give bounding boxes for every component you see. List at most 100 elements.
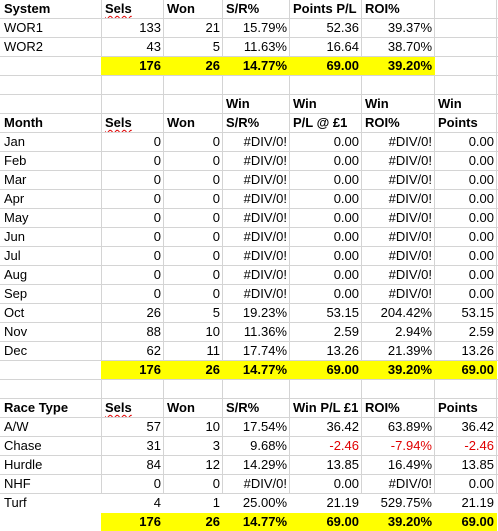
table-cell[interactable]: 1 — [212, 495, 220, 510]
table-cell[interactable]: 0.00 — [468, 172, 494, 187]
total-cell[interactable]: 176 — [139, 514, 161, 529]
table-cell[interactable]: 0 — [212, 248, 220, 263]
table-cell[interactable]: WOR1 — [4, 20, 43, 35]
table-cell[interactable]: 0.00 — [468, 476, 494, 491]
table-cell[interactable]: NHF — [4, 476, 31, 491]
table-cell[interactable]: 13.26 — [461, 343, 494, 358]
table-cell[interactable]: 36.42 — [461, 419, 494, 434]
table-cell[interactable]: #DIV/0! — [243, 210, 287, 225]
table-cell[interactable]: #DIV/0! — [243, 172, 287, 187]
total-cell[interactable]: 176 — [139, 362, 161, 377]
table-cell[interactable]: 0 — [212, 229, 220, 244]
table-cell[interactable]: 17.74% — [242, 343, 287, 358]
table-cell[interactable]: 0 — [212, 153, 220, 168]
table-cell[interactable]: #DIV/0! — [388, 210, 432, 225]
table-cell[interactable]: 11.63% — [243, 39, 287, 54]
table-cell[interactable]: 204.42% — [380, 305, 432, 320]
table-cell[interactable]: 0.00 — [468, 153, 494, 168]
table-cell[interactable]: 17.54% — [242, 419, 287, 434]
table-cell[interactable]: 16.49% — [387, 457, 432, 472]
header-cell[interactable]: Win — [365, 96, 389, 111]
table-cell[interactable]: 53.15 — [461, 305, 494, 320]
table-cell[interactable]: Apr — [4, 191, 25, 206]
table-cell[interactable]: #DIV/0! — [243, 476, 287, 491]
table-cell[interactable]: -2.46 — [329, 438, 359, 453]
table-cell[interactable]: 0.00 — [333, 248, 359, 263]
table-cell[interactable]: #DIV/0! — [388, 476, 432, 491]
table-cell[interactable]: A/W — [4, 419, 29, 434]
total-cell[interactable]: 39.20% — [387, 362, 432, 377]
table-cell[interactable]: 0 — [212, 134, 220, 149]
header-cell[interactable]: ROI% — [365, 1, 400, 16]
table-cell[interactable]: Mar — [4, 172, 27, 187]
table-cell[interactable]: 9.68% — [250, 438, 287, 453]
header-cell[interactable]: System — [4, 1, 51, 16]
table-cell[interactable]: Jul — [4, 248, 21, 263]
table-cell[interactable]: 62 — [146, 343, 161, 358]
table-cell[interactable]: -2.46 — [464, 438, 494, 453]
total-cell[interactable]: 69.00 — [326, 58, 359, 73]
table-cell[interactable]: 0 — [153, 248, 161, 263]
table-cell[interactable]: 0.00 — [333, 476, 359, 491]
table-cell[interactable]: 2.59 — [468, 324, 494, 339]
table-cell[interactable]: 0 — [153, 476, 161, 491]
table-cell[interactable]: 57 — [146, 419, 161, 434]
table-cell[interactable]: 0 — [212, 286, 220, 301]
table-cell[interactable]: Sep — [4, 286, 28, 301]
table-cell[interactable]: 0 — [212, 210, 220, 225]
table-cell[interactable]: #DIV/0! — [388, 172, 432, 187]
table-cell[interactable]: 0 — [212, 476, 220, 491]
table-cell[interactable]: 11.36% — [243, 324, 287, 339]
header-cell[interactable]: Race Type — [4, 400, 69, 415]
table-cell[interactable]: 0.00 — [333, 172, 359, 187]
table-cell[interactable]: 0 — [212, 191, 220, 206]
table-cell[interactable]: 0.00 — [333, 286, 359, 301]
table-cell[interactable]: 16.64 — [326, 39, 359, 54]
header-cell[interactable]: S/R% — [226, 400, 260, 415]
table-cell[interactable]: 133 — [139, 20, 161, 35]
table-cell[interactable]: 529.75% — [380, 495, 432, 510]
header-cell[interactable]: S/R% — [226, 115, 260, 130]
total-cell[interactable]: 69.00 — [326, 514, 359, 529]
header-cell[interactable]: ROI% — [365, 115, 400, 130]
table-cell[interactable]: 0.00 — [468, 248, 494, 263]
table-cell[interactable]: 10 — [205, 419, 220, 434]
total-cell[interactable]: 39.20% — [387, 514, 432, 529]
table-cell[interactable]: Dec — [4, 343, 28, 358]
table-cell[interactable]: 0.00 — [333, 153, 359, 168]
table-cell[interactable]: Jun — [4, 229, 25, 244]
table-cell[interactable]: #DIV/0! — [243, 191, 287, 206]
table-cell[interactable]: #DIV/0! — [388, 267, 432, 282]
table-cell[interactable]: 0.00 — [333, 267, 359, 282]
table-cell[interactable]: #DIV/0! — [243, 229, 287, 244]
header-cell[interactable]: Month — [4, 115, 43, 130]
table-cell[interactable]: 4 — [153, 495, 161, 510]
table-cell[interactable]: 11 — [206, 343, 221, 358]
table-cell[interactable]: 13.85 — [461, 457, 494, 472]
table-cell[interactable]: 13.26 — [326, 343, 359, 358]
table-cell[interactable]: Feb — [4, 153, 27, 168]
table-cell[interactable]: 53.15 — [326, 305, 359, 320]
table-cell[interactable]: Chase — [4, 438, 42, 453]
table-cell[interactable]: 2.59 — [333, 324, 359, 339]
table-cell[interactable]: #DIV/0! — [243, 286, 287, 301]
table-cell[interactable]: 52.36 — [326, 20, 359, 35]
header-cell[interactable]: Sels — [105, 115, 132, 130]
table-cell[interactable]: 26 — [146, 305, 161, 320]
table-cell[interactable]: -7.94% — [390, 438, 432, 453]
header-cell[interactable]: Points — [438, 115, 478, 130]
table-cell[interactable]: WOR2 — [4, 39, 43, 54]
header-cell[interactable]: Sels — [105, 400, 132, 415]
table-cell[interactable]: #DIV/0! — [388, 153, 432, 168]
table-cell[interactable]: #DIV/0! — [388, 134, 432, 149]
table-cell[interactable]: 0.00 — [468, 229, 494, 244]
table-cell[interactable]: 0 — [153, 210, 161, 225]
table-cell[interactable]: #DIV/0! — [388, 248, 432, 263]
table-cell[interactable]: 0 — [212, 267, 220, 282]
header-cell[interactable]: S/R% — [226, 1, 260, 16]
table-cell[interactable]: 0.00 — [468, 286, 494, 301]
table-cell[interactable]: 12 — [205, 457, 220, 472]
table-cell[interactable]: 0 — [153, 134, 161, 149]
total-cell[interactable]: 26 — [205, 362, 220, 377]
table-cell[interactable]: 21 — [205, 20, 220, 35]
